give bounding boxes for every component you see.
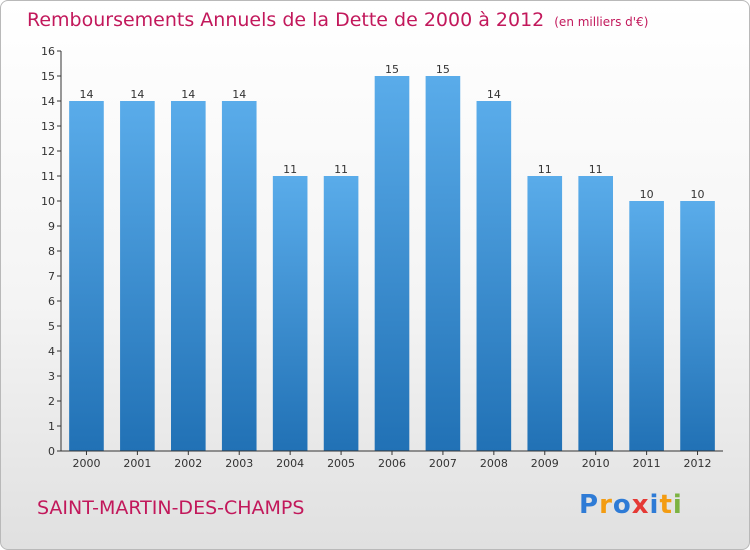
y-tick-label: 16 xyxy=(41,45,55,58)
y-tick-label: 0 xyxy=(48,445,55,458)
bar-value-label: 14 xyxy=(130,88,144,101)
bar xyxy=(69,101,104,451)
logo-letter: t xyxy=(659,490,673,520)
x-tick-label: 2004 xyxy=(276,457,304,470)
bars: 14 14 14 14 11 11 15 15 14 11 11 10 10 xyxy=(69,63,715,451)
y-tick-label: 10 xyxy=(41,195,55,208)
bar-value-label: 15 xyxy=(436,63,450,76)
y-tick-label: 12 xyxy=(41,145,55,158)
x-tick-label: 2012 xyxy=(684,457,712,470)
bar-value-label: 11 xyxy=(334,163,348,176)
y-tick-label: 5 xyxy=(48,320,55,333)
y-tick-label: 7 xyxy=(48,270,55,283)
proxiti-logo: Proxiti xyxy=(579,490,683,520)
bar xyxy=(680,201,715,451)
bar xyxy=(323,176,359,451)
bar-value-label: 10 xyxy=(691,188,705,201)
x-tick-label: 2010 xyxy=(582,457,610,470)
y-tick-label: 2 xyxy=(48,395,55,408)
y-tick-label: 14 xyxy=(41,95,55,108)
x-tick-label: 2008 xyxy=(480,457,508,470)
y-tick-label: 8 xyxy=(48,245,55,258)
y-tick-label: 4 xyxy=(48,345,55,358)
bar xyxy=(120,101,155,451)
bar-value-label: 11 xyxy=(538,163,552,176)
bar xyxy=(272,176,308,451)
logo-letter: P xyxy=(579,490,600,520)
chart-title: Remboursements Annuels de la Dette de 20… xyxy=(27,9,648,31)
bar-value-label: 10 xyxy=(640,188,654,201)
y-tick-label: 11 xyxy=(41,170,55,183)
x-axis: 2000 2001 2002 2003 2004 2005 2006 2007 2008 2009… xyxy=(61,450,723,470)
logo-letter: i xyxy=(672,490,683,520)
x-tick-label: 2005 xyxy=(327,457,355,470)
bar-value-label: 14 xyxy=(79,88,93,101)
logo-letter: r xyxy=(599,490,613,520)
location-name: SAINT-MARTIN-DES-CHAMPS xyxy=(37,497,305,519)
logo-letter: x xyxy=(631,490,650,520)
bar xyxy=(578,176,614,451)
logo-letter: i xyxy=(649,490,660,520)
bar xyxy=(221,101,257,451)
bar xyxy=(476,101,512,451)
x-tick-label: 2002 xyxy=(174,457,202,470)
bar-value-label: 11 xyxy=(589,163,603,176)
bar xyxy=(425,76,461,451)
x-tick-label: 2006 xyxy=(378,457,406,470)
y-tick-label: 15 xyxy=(41,70,55,83)
bar-value-label: 11 xyxy=(283,163,297,176)
bar xyxy=(374,76,410,451)
logo-letter: o xyxy=(612,490,632,520)
y-tick-label: 9 xyxy=(48,220,55,233)
x-tick-label: 2007 xyxy=(429,457,457,470)
bar xyxy=(629,201,664,451)
x-tick-label: 2001 xyxy=(123,457,151,470)
y-tick-label: 1 xyxy=(48,420,55,433)
bar-value-label: 14 xyxy=(181,88,195,101)
bar xyxy=(527,176,563,451)
x-tick-label: 2000 xyxy=(72,457,100,470)
y-tick-label: 3 xyxy=(48,370,55,383)
chart-unit-label: (en milliers d'€) xyxy=(554,15,649,29)
bar-value-label: 14 xyxy=(487,88,501,101)
x-tick-label: 2009 xyxy=(531,457,559,470)
x-tick-label: 2011 xyxy=(633,457,661,470)
x-tick-label: 2003 xyxy=(225,457,253,470)
y-tick-label: 13 xyxy=(41,120,55,133)
y-tick-label: 6 xyxy=(48,295,55,308)
chart-title-text: Remboursements Annuels de la Dette de 20… xyxy=(27,9,545,31)
bar-value-label: 14 xyxy=(232,88,246,101)
bar xyxy=(170,101,206,451)
bar-value-label: 15 xyxy=(385,63,399,76)
